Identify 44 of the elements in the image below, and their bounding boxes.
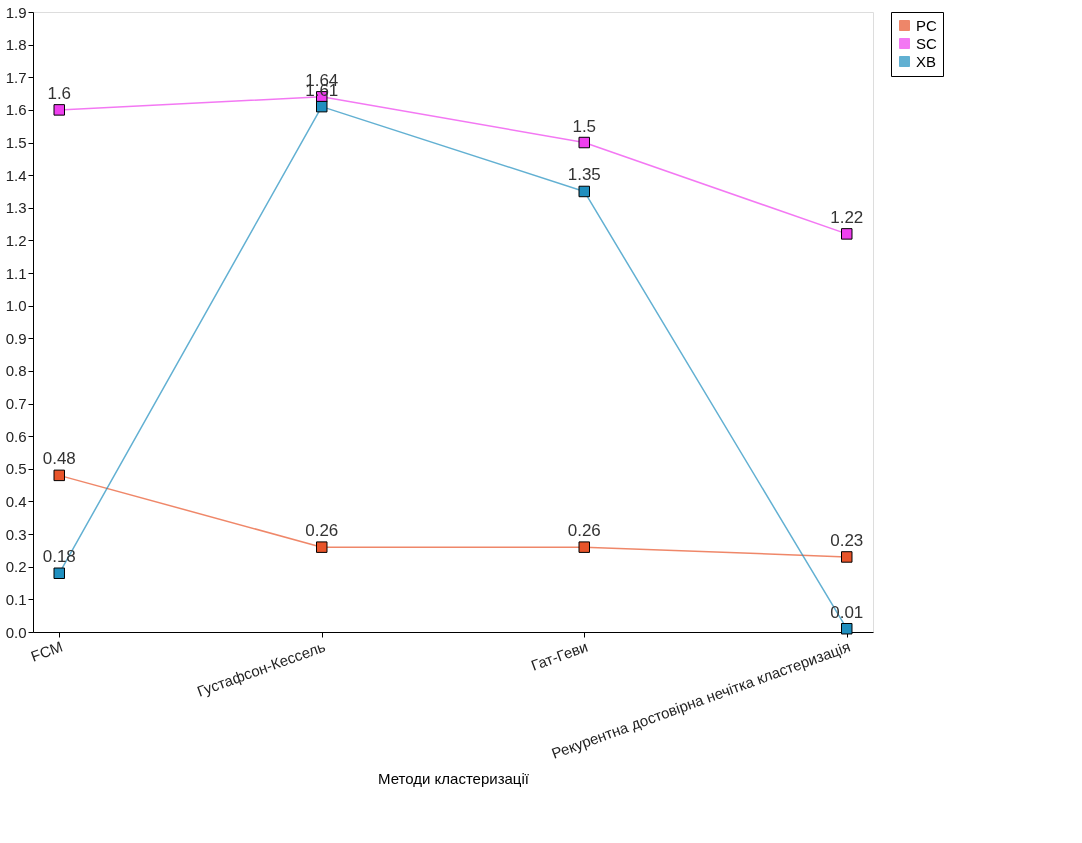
y-tick-label: 0.8 [5,362,27,380]
legend-label: PC [916,16,937,34]
point [841,228,853,240]
y-tick-label: 1.7 [5,68,27,86]
y-tick-label: 0.6 [5,427,27,445]
y-tick-label: 0.3 [5,525,27,543]
y-tick-label: 1.9 [5,3,27,21]
legend-label: SC [916,34,937,52]
point [841,622,853,635]
y-tick-label: 1.4 [5,166,27,184]
data-label: 0.26 [305,521,339,541]
y-tick-label: 0.1 [5,590,27,608]
x-tick-label: FCM [28,637,65,665]
point [578,136,590,149]
y-tick-label: 0.0 [5,623,27,641]
point [53,104,65,116]
y-tick-label: 0.2 [5,558,27,576]
x-axis-title: Методи кластеризації [378,769,530,787]
point [316,100,328,113]
data-label: 0.48 [42,449,76,469]
data-label: 0.23 [830,530,864,550]
point [53,567,65,580]
point [316,541,328,553]
y-tick-label: 0.7 [5,395,27,413]
y-tick-label: 1.6 [5,101,27,119]
data-label: 1.22 [830,207,864,227]
y-tick-label: 1.3 [5,199,27,217]
y-tick-label: 1.5 [5,134,27,152]
data-label: 1.5 [572,116,597,136]
point [841,551,853,563]
point [578,541,590,553]
y-tick-label: 1.0 [5,297,27,315]
point [578,185,590,198]
point [53,469,65,482]
y-tick-label: 1.1 [5,264,27,282]
y-tick-label: 1.2 [5,231,27,249]
y-tick-label: 0.4 [5,492,27,510]
y-tick-label: 0.9 [5,329,27,347]
y-tick-label: 0.5 [5,460,27,478]
data-label: 0.26 [567,521,601,541]
data-label: 1.6 [47,83,72,103]
data-label: 1.35 [567,165,601,185]
y-tick-label: 1.8 [5,36,27,54]
legend-label: XB [916,52,937,70]
